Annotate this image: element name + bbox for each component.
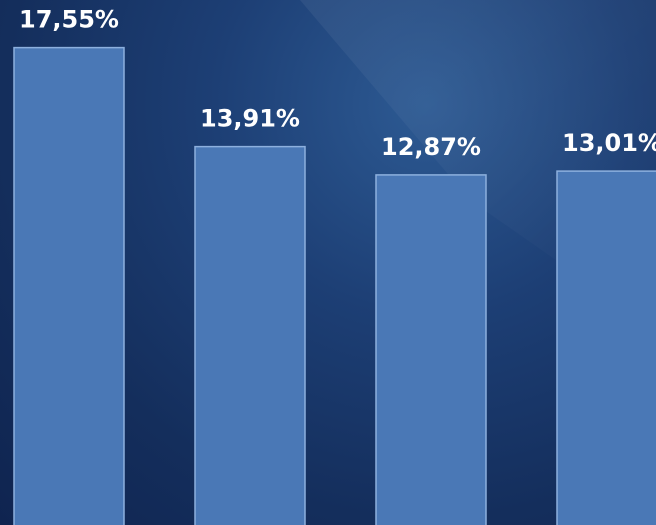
value-label: 17,55% bbox=[19, 6, 119, 34]
bar bbox=[194, 145, 306, 525]
value-label: 13,91% bbox=[200, 105, 300, 133]
value-label: 12,87% bbox=[381, 133, 481, 161]
bar bbox=[375, 174, 487, 525]
bar bbox=[13, 46, 125, 525]
value-label: 13,01% bbox=[562, 129, 656, 157]
bar bbox=[556, 170, 656, 525]
